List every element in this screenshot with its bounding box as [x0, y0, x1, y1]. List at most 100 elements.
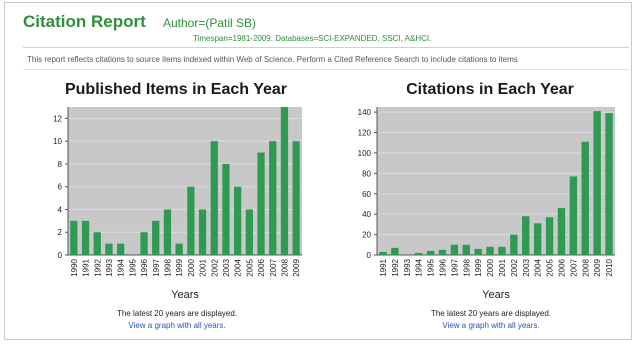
bar: [450, 244, 459, 255]
latest-years-note: The latest 20 years are displayed.: [116, 309, 238, 318]
y-tick-label: 8: [58, 160, 63, 169]
bar: [510, 234, 518, 255]
x-tick-label: 2008: [581, 258, 590, 276]
x-tick-label: 2008: [280, 258, 289, 276]
y-tick-label: 20: [362, 231, 371, 240]
bar: [557, 208, 566, 255]
author-query: Author=(Patil SB): [163, 16, 257, 30]
bar: [438, 249, 447, 255]
x-tick-label: 1995: [128, 258, 137, 276]
x-tick-label: 1998: [462, 258, 471, 276]
bar: [222, 163, 230, 255]
y-tick-label: 10: [53, 137, 62, 146]
x-tick-label: 2002: [210, 258, 219, 276]
bar: [187, 186, 195, 255]
report-title: Citation Report: [23, 12, 146, 31]
info-divider: [23, 69, 629, 70]
latest-years-note: The latest 20 years are displayed.: [430, 309, 552, 318]
x-tick-label: 1997: [152, 258, 161, 276]
x-tick-label: 2000: [486, 258, 495, 276]
x-tick-label: 2006: [557, 258, 566, 276]
bar: [269, 141, 277, 255]
bar: [245, 209, 253, 255]
y-tick-label: 80: [362, 169, 371, 178]
bar: [70, 220, 78, 255]
y-tick-label: 100: [358, 149, 372, 158]
x-tick-label: 2006: [257, 258, 266, 276]
x-tick-label: 2003: [222, 258, 231, 276]
x-tick-label: 1995: [427, 258, 436, 276]
x-tick-label: 1993: [403, 258, 412, 276]
x-tick-label: 2007: [269, 258, 278, 276]
y-tick-label: 12: [53, 114, 62, 123]
bar: [93, 232, 101, 255]
x-tick-label: 1994: [117, 258, 126, 276]
bar: [175, 243, 183, 255]
bar: [163, 209, 172, 255]
bar: [210, 141, 218, 255]
x-axis-label: Years: [482, 289, 510, 301]
bar: [533, 223, 542, 255]
view-all-years-link[interactable]: View a graph with all years.: [128, 321, 226, 330]
x-tick-label: 1991: [379, 258, 388, 276]
bar: [379, 251, 387, 255]
timespan-databases: Timespan=1981-2009. Databases=SCI-EXPAND…: [193, 34, 432, 43]
x-tick-label: 2005: [245, 258, 254, 276]
chart-title: Citations in Each Year: [406, 81, 574, 98]
x-tick-label: 1999: [175, 258, 184, 276]
bar: [522, 216, 530, 255]
bar: [117, 243, 125, 255]
x-tick-label: 1997: [450, 258, 459, 276]
bar: [280, 107, 289, 255]
x-tick-label: 2005: [546, 258, 555, 276]
header-divider: [23, 47, 629, 48]
bar: [391, 247, 399, 255]
bar: [152, 220, 160, 255]
x-tick-label: 1991: [82, 258, 91, 276]
x-tick-label: 1996: [438, 258, 447, 276]
x-axis-label: Years: [171, 289, 199, 301]
bar: [292, 141, 300, 255]
bar: [81, 220, 90, 255]
bar: [462, 244, 470, 255]
y-tick-label: 6: [58, 183, 63, 192]
x-tick-label: 2003: [522, 258, 531, 276]
bar: [605, 113, 613, 255]
x-tick-label: 2009: [593, 258, 602, 276]
citations-chart: Citations in Each Year 0 20 40 60 80 100 120 14…: [355, 81, 625, 303]
x-tick-label: 2004: [234, 258, 243, 276]
x-tick-label: 2004: [534, 258, 543, 276]
bar: [486, 246, 494, 255]
bar: [581, 141, 589, 255]
x-tick-label: 1990: [70, 258, 79, 276]
view-all-years-link[interactable]: View a graph with all years.: [442, 321, 540, 330]
x-tick-label: 1998: [163, 258, 172, 276]
bar: [257, 152, 265, 255]
x-tick-label: 2009: [292, 258, 301, 276]
plot-area: [68, 107, 302, 255]
x-tick-label: 2010: [605, 258, 614, 276]
y-tick-label: 0: [58, 251, 63, 260]
chart-title: Published Items in Each Year: [64, 81, 287, 98]
x-tick-label: 2001: [498, 258, 507, 276]
bar: [569, 176, 578, 255]
x-tick-label: 1992: [391, 258, 400, 276]
bar: [474, 248, 482, 255]
y-tick-label: 120: [358, 129, 372, 138]
x-tick-label: 2002: [510, 258, 519, 276]
x-tick-label: 2007: [569, 258, 578, 276]
y-tick-label: 2: [58, 228, 63, 237]
y-tick-label: 140: [358, 108, 372, 117]
x-tick-label: 2001: [199, 258, 208, 276]
bar: [426, 250, 435, 255]
x-tick-label: 1999: [474, 258, 483, 276]
bar: [593, 111, 601, 255]
bar: [105, 243, 113, 255]
x-tick-label: 1992: [93, 258, 102, 276]
x-tick-label: 1996: [140, 258, 149, 276]
x-tick-label: 2000: [187, 258, 196, 276]
x-tick-label: 1994: [415, 258, 424, 276]
bar: [498, 246, 506, 255]
